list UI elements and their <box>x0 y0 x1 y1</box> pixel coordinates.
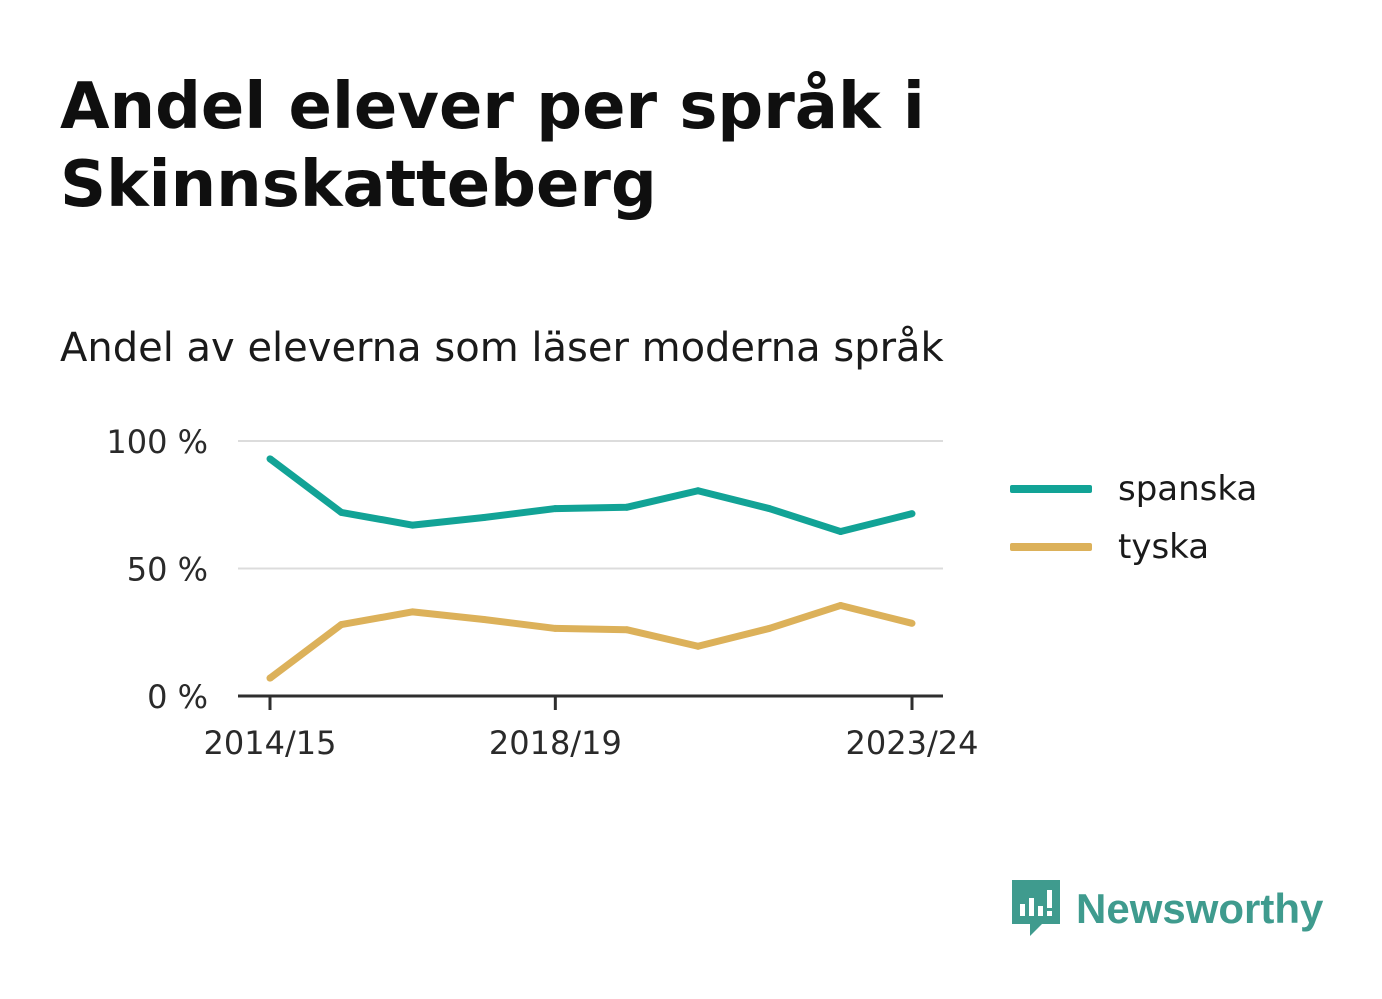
data-point-spanska <box>694 487 702 495</box>
data-point-tyska <box>837 601 845 609</box>
y-tick-label: 100 % <box>106 423 208 461</box>
data-point-tyska <box>266 674 274 682</box>
y-tick-label: 50 % <box>127 551 208 589</box>
data-point-spanska <box>623 503 631 511</box>
data-point-tyska <box>908 619 916 627</box>
data-point-spanska <box>409 521 417 529</box>
newsworthy-logo-icon <box>1012 880 1060 936</box>
series-line-spanska <box>267 456 913 536</box>
data-point-spanska <box>551 505 559 513</box>
data-point-tyska <box>765 624 773 632</box>
series-line-tyska <box>267 601 913 681</box>
x-tick-label: 2014/15 <box>204 724 337 762</box>
data-point-spanska <box>480 514 488 521</box>
grid-lines <box>238 440 943 570</box>
line-chart: 100 % 50 % 0 % 2014/15 2018/19 2023/24 <box>106 423 978 762</box>
data-point-tyska <box>694 642 702 650</box>
chart-title: Andel elever per språk i Skinnskatteberg <box>60 70 925 222</box>
legend-swatch-spanska <box>1010 485 1092 493</box>
brand-name: Newsworthy <box>1076 885 1324 932</box>
data-point-tyska <box>551 624 559 632</box>
data-point-tyska <box>409 608 417 616</box>
x-tick-label: 2018/19 <box>489 724 622 762</box>
legend-item-tyska: tyska <box>1010 518 1257 576</box>
axes: 100 % 50 % 0 % 2014/15 2018/19 2023/24 <box>106 423 978 762</box>
x-tick-label: 2023/24 <box>846 724 979 762</box>
legend-item-spanska: spanska <box>1010 460 1257 518</box>
series-lines <box>266 455 916 682</box>
data-point-spanska <box>908 510 916 518</box>
legend: spanska tyska <box>1010 460 1257 576</box>
brand-logo: Newsworthy <box>1010 878 1323 940</box>
data-point-spanska <box>765 505 773 513</box>
data-point-tyska <box>337 621 345 629</box>
data-point-spanska <box>837 528 845 536</box>
data-point-spanska <box>266 455 274 463</box>
y-tick-label: 0 % <box>147 678 208 716</box>
data-point-tyska <box>623 626 631 634</box>
legend-label-tyska: tyska <box>1118 527 1210 567</box>
data-point-tyska <box>480 616 488 623</box>
legend-label-spanska: spanska <box>1118 469 1258 509</box>
legend-swatch-tyska <box>1010 543 1092 551</box>
data-point-spanska <box>337 508 345 516</box>
chart-subtitle: Andel av eleverna som läser moderna språ… <box>60 325 944 371</box>
